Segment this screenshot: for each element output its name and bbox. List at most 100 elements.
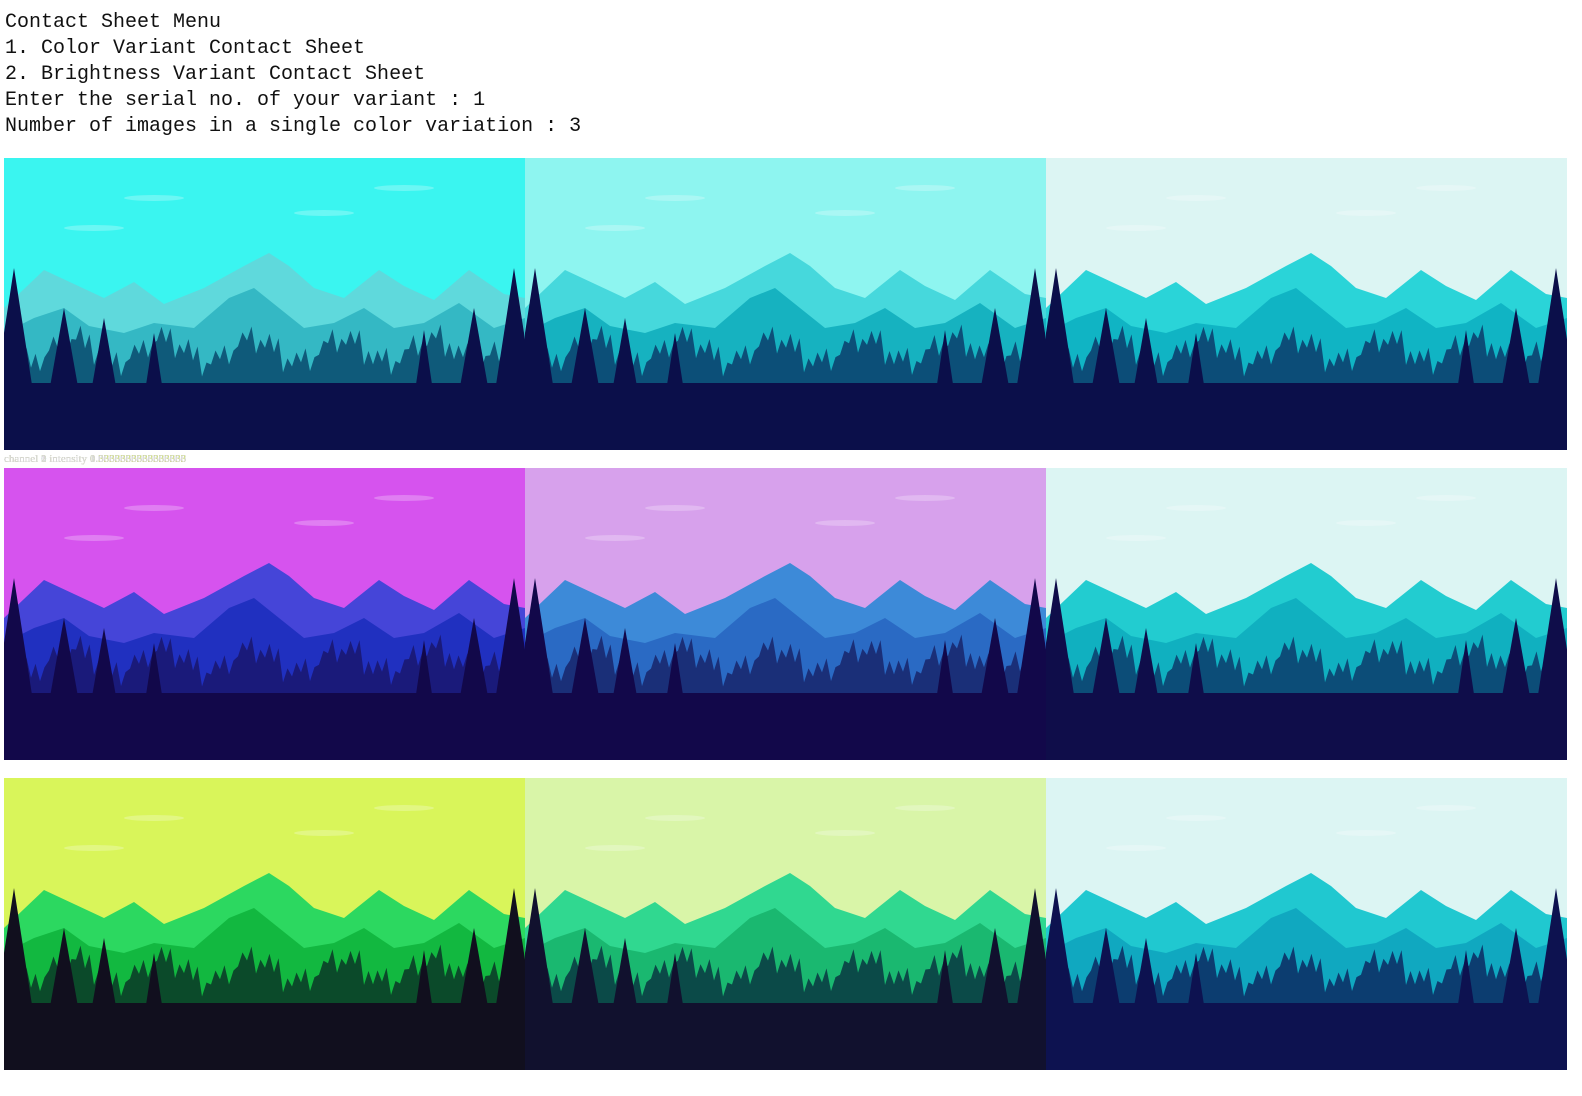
tree (494, 888, 534, 1018)
tree (1036, 268, 1076, 398)
tree (48, 928, 80, 1018)
cloud (1336, 210, 1396, 216)
contact-tile: channel 0 intensity 1.0 (4, 158, 1576, 468)
tree (0, 268, 34, 398)
tree (144, 953, 164, 1018)
tree (515, 268, 555, 398)
tree (144, 643, 164, 708)
cloud (1336, 830, 1396, 836)
tree (48, 618, 80, 708)
tree (458, 928, 490, 1018)
tile-caption: channel 1 intensity 0.3333333333333333 (4, 453, 187, 465)
tree (90, 628, 118, 708)
tile-caption: channel 1 intensity 1.0 (4, 453, 104, 465)
tree (144, 333, 164, 398)
cloud (1336, 520, 1396, 526)
tree (1456, 330, 1476, 398)
tree (1186, 333, 1206, 398)
tree (1015, 268, 1055, 398)
cloud (64, 535, 124, 541)
tree (1132, 938, 1160, 1018)
cloud (64, 225, 124, 231)
tree (458, 308, 490, 398)
ground (525, 1003, 1046, 1070)
tree (414, 950, 434, 1018)
ground (4, 383, 525, 450)
cloud (585, 845, 645, 851)
tree (665, 643, 685, 708)
contact-sheet: channel 0 intensity 0.3333333333333333 ch… (0, 158, 1576, 1088)
tree (1186, 643, 1206, 708)
tree (611, 938, 639, 1018)
ground (525, 693, 1046, 760)
ground (525, 383, 1046, 450)
cloud (895, 495, 955, 501)
tree (979, 928, 1011, 1018)
tile-caption: channel 0 intensity 0.6666666666666666 (4, 453, 187, 465)
console-line: Enter the serial no. of your variant : 1 (5, 89, 486, 112)
tree (515, 578, 555, 708)
tile-image (0, 158, 534, 450)
cloud (374, 805, 434, 811)
cloud (374, 185, 434, 191)
tile-image (1036, 778, 1576, 1070)
tree (1132, 628, 1160, 708)
tree (1536, 888, 1576, 1018)
tree (1536, 268, 1576, 398)
contact-tile: channel 0 intensity 0.6666666666666666 (4, 158, 1055, 468)
tree (935, 950, 955, 1018)
tree (1536, 578, 1576, 708)
tile-image (515, 158, 1055, 450)
tree (1036, 578, 1076, 708)
tree (569, 928, 601, 1018)
cloud (294, 520, 354, 526)
tree (0, 888, 34, 1018)
tree (1036, 888, 1076, 1018)
cloud (1166, 815, 1226, 821)
tree (1456, 950, 1476, 1018)
cloud (895, 185, 955, 191)
tree (48, 308, 80, 398)
tree (569, 618, 601, 708)
tree (1090, 618, 1122, 708)
tree (1500, 928, 1532, 1018)
cloud (1416, 495, 1476, 501)
tree (665, 333, 685, 398)
contact-tile: channel 1 intensity 1.0 (4, 453, 1576, 778)
contact-tile: channel 0 intensity 0.3333333333333333 (0, 158, 534, 468)
contact-tile: channel 2 intensity 0.6666666666666666 (4, 453, 1055, 1088)
cloud (374, 495, 434, 501)
tree (1090, 308, 1122, 398)
tile-caption: channel 2 intensity 0.3333333333333333 (4, 453, 187, 465)
cloud (645, 505, 705, 511)
tree (1186, 953, 1206, 1018)
tile-image (1036, 158, 1576, 450)
cloud (294, 830, 354, 836)
cloud (1106, 225, 1166, 231)
cloud (895, 805, 955, 811)
tree (90, 318, 118, 398)
contact-tile: channel 2 intensity 0.3333333333333333 (0, 453, 534, 1088)
tree (1456, 640, 1476, 708)
cloud (64, 845, 124, 851)
cloud (1166, 505, 1226, 511)
cloud (815, 520, 875, 526)
tile-image (0, 778, 534, 1070)
cloud (124, 815, 184, 821)
tree (611, 628, 639, 708)
tree (414, 640, 434, 708)
tile-caption: channel 1 intensity 0.6666666666666666 (4, 453, 187, 465)
contact-tile: channel 2 intensity 1.0 (4, 453, 1576, 1088)
tile-caption: channel 2 intensity 0.6666666666666666 (4, 453, 187, 465)
ground (1046, 383, 1567, 450)
tree (494, 268, 534, 398)
tree (1132, 318, 1160, 398)
cloud (124, 505, 184, 511)
cloud (585, 535, 645, 541)
cloud (645, 195, 705, 201)
tree (569, 308, 601, 398)
tile-image (515, 778, 1055, 1070)
ground (4, 1003, 525, 1070)
contact-tile: channel 1 intensity 0.3333333333333333 (0, 453, 534, 778)
